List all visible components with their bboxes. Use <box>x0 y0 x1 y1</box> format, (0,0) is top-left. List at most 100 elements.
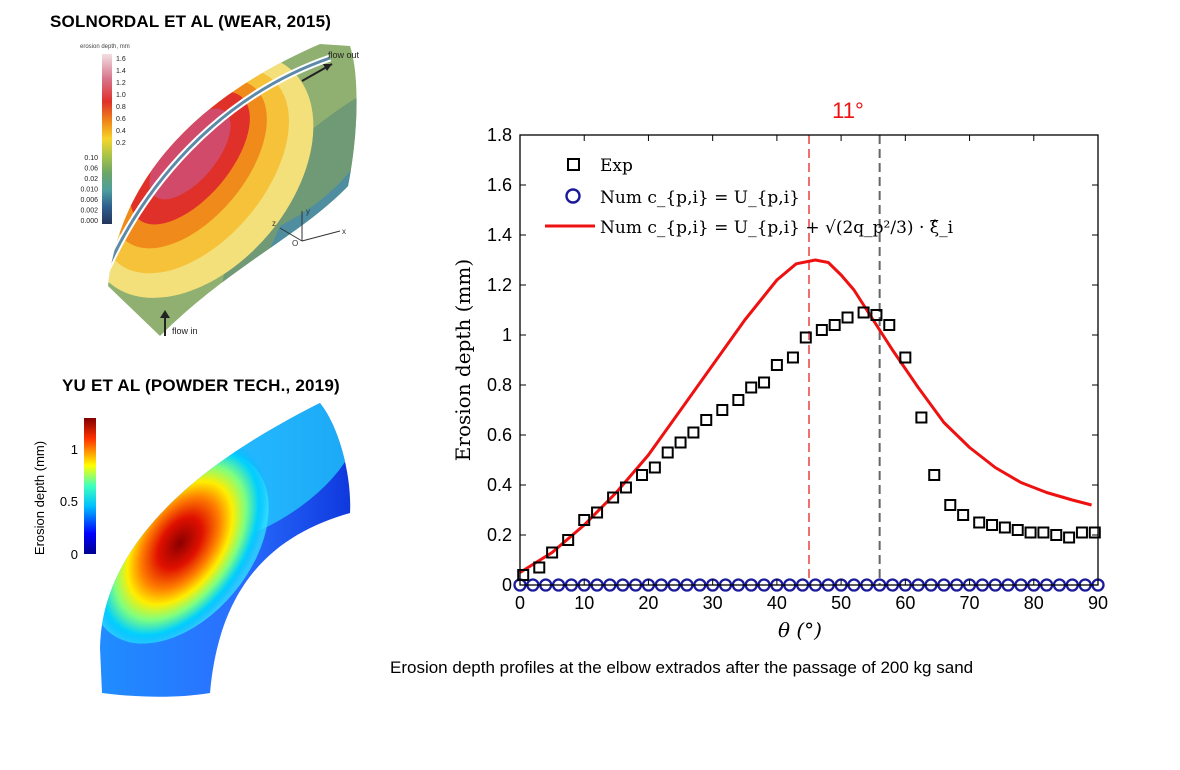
exp-point <box>957 509 970 521</box>
figure-caption: Erosion depth profiles at the elbow extr… <box>390 658 974 677</box>
exp-point <box>828 319 841 331</box>
x-tick-label: 40 <box>767 593 787 613</box>
panel-a-colorbar-tick: 0.6 <box>116 116 126 123</box>
y-tick-label: 0.6 <box>487 425 512 445</box>
exp-point <box>700 414 713 426</box>
exp-point <box>1024 526 1037 539</box>
panel-a-title: SOLNORDAL ET AL (WEAR, 2015) <box>50 12 332 31</box>
exp-point <box>1050 529 1063 541</box>
panel-a-colorbar-tick: 0.4 <box>116 128 126 135</box>
exp-point <box>986 519 999 531</box>
exp-point <box>799 331 812 344</box>
plot-frame <box>519 134 1099 586</box>
exp-point <box>546 546 559 559</box>
exp-point <box>674 436 687 449</box>
x-tick-label: 70 <box>960 593 980 613</box>
x-tick-label: 90 <box>1088 593 1108 613</box>
exp-point <box>1075 526 1088 539</box>
exp-point <box>607 491 620 504</box>
y-tick-label: 0.4 <box>487 475 512 495</box>
exp-point <box>857 306 870 319</box>
exp-point <box>915 411 928 424</box>
panel-a-colorbar-tick: 0.010 <box>80 187 98 194</box>
exp-point <box>716 404 729 416</box>
exp-point <box>758 376 771 389</box>
x-tick-label: 10 <box>574 593 594 613</box>
svg-text:y: y <box>306 207 310 216</box>
flow-in-label: flow in <box>172 326 198 336</box>
legend-exp-marker <box>567 158 580 171</box>
exp-point <box>883 319 896 331</box>
x-tick-label: 60 <box>895 593 915 613</box>
panel-b-colorbar <box>84 418 96 554</box>
yu-elbow-image: Erosion depth (mm) 1 0.5 0 <box>32 403 351 697</box>
x-tick-label: 30 <box>703 593 723 613</box>
svg-text:z: z <box>272 219 276 228</box>
flow-out-label: flow out <box>328 50 360 60</box>
angle-annotation: 11° <box>832 98 864 123</box>
exp-point <box>998 521 1011 534</box>
x-tick-label: 80 <box>1024 593 1044 613</box>
svg-text:x: x <box>342 227 346 236</box>
exp-point <box>1011 524 1024 536</box>
series-line-num-fluct <box>519 258 1092 574</box>
exp-point <box>1063 531 1076 544</box>
exp-point <box>1088 526 1101 539</box>
legend-line-label: Num c_{p,i} = U_{p,i} + √(2q_p²/3) · ξ̂_… <box>600 218 954 238</box>
panel-a-colorbar-tick: 0.2 <box>116 140 126 147</box>
svg-text:O: O <box>292 239 298 248</box>
exp-point <box>661 446 674 459</box>
panel-a-colorbar-tick: 0.000 <box>80 218 98 225</box>
svg-text:0.5: 0.5 <box>60 494 78 509</box>
svg-text:0: 0 <box>71 547 78 562</box>
exp-point <box>636 469 649 481</box>
exp-point <box>899 351 912 364</box>
exp-point <box>578 514 591 526</box>
solnordal-elbow-image: erosion depth, mm 1.6 1.4 1.2 1.0 0.8 0.6 0.4 0… <box>80 44 360 336</box>
y-tick-label: 1.8 <box>487 125 512 145</box>
y-tick-label: 1.2 <box>487 275 512 295</box>
x-tick-label: 0 <box>515 593 525 613</box>
exp-point <box>687 426 700 439</box>
panel-a-colorbar-label: erosion depth, mm <box>80 44 130 50</box>
y-tick-label: 0 <box>502 575 512 595</box>
y-axis-label: Erosion depth (mm) <box>451 259 475 461</box>
axes-triad-icon <box>279 211 341 242</box>
panel-b-title: YU ET AL (POWDER TECH., 2019) <box>62 376 340 395</box>
y-tick-label: 0.2 <box>487 525 512 545</box>
exp-point <box>745 381 758 394</box>
panel-a-colorbar-tick: 0.10 <box>84 155 98 162</box>
panel-a-colorbar-tick: 0.002 <box>80 208 98 215</box>
x-axis-label: θ (°) <box>778 618 822 642</box>
legend: Exp Num c_{p,i} = U_{p,i} Num c_{p,i} = … <box>545 156 954 238</box>
exp-point <box>648 461 661 474</box>
panel-a-colorbar-tick: 1.4 <box>116 68 126 75</box>
exp-point <box>786 351 799 364</box>
x-tick-label: 20 <box>638 593 658 613</box>
y-tick-label: 0.8 <box>487 375 512 395</box>
panel-a-colorbar-tick: 1.2 <box>116 80 126 87</box>
panel-a-colorbar <box>102 54 112 224</box>
exp-point <box>619 481 632 494</box>
panel-a-colorbar-tick: 1.6 <box>116 56 126 63</box>
exp-point <box>841 311 854 324</box>
exp-point <box>533 561 546 574</box>
exp-point <box>517 569 530 581</box>
y-tick-label: 1.6 <box>487 175 512 195</box>
legend-num-label: Num c_{p,i} = U_{p,i} <box>600 188 800 208</box>
panel-a-colorbar-tick: 0.006 <box>80 197 98 204</box>
exp-point <box>944 499 957 511</box>
y-tick-label: 1 <box>502 325 512 345</box>
exp-point <box>973 516 986 529</box>
y-tick-label: 1.4 <box>487 225 512 245</box>
exp-point <box>591 506 604 519</box>
panel-a-colorbar-tick: 0.06 <box>84 166 98 173</box>
exp-point <box>870 309 883 321</box>
x-tick-label: 50 <box>831 593 851 613</box>
panel-b-colorbar-label: Erosion depth (mm) <box>32 441 47 555</box>
exp-point <box>770 359 783 371</box>
legend-exp-label: Exp <box>600 156 633 176</box>
exp-point <box>1037 526 1050 539</box>
exp-point <box>815 324 828 336</box>
panel-a-colorbar-tick: 0.8 <box>116 104 126 111</box>
